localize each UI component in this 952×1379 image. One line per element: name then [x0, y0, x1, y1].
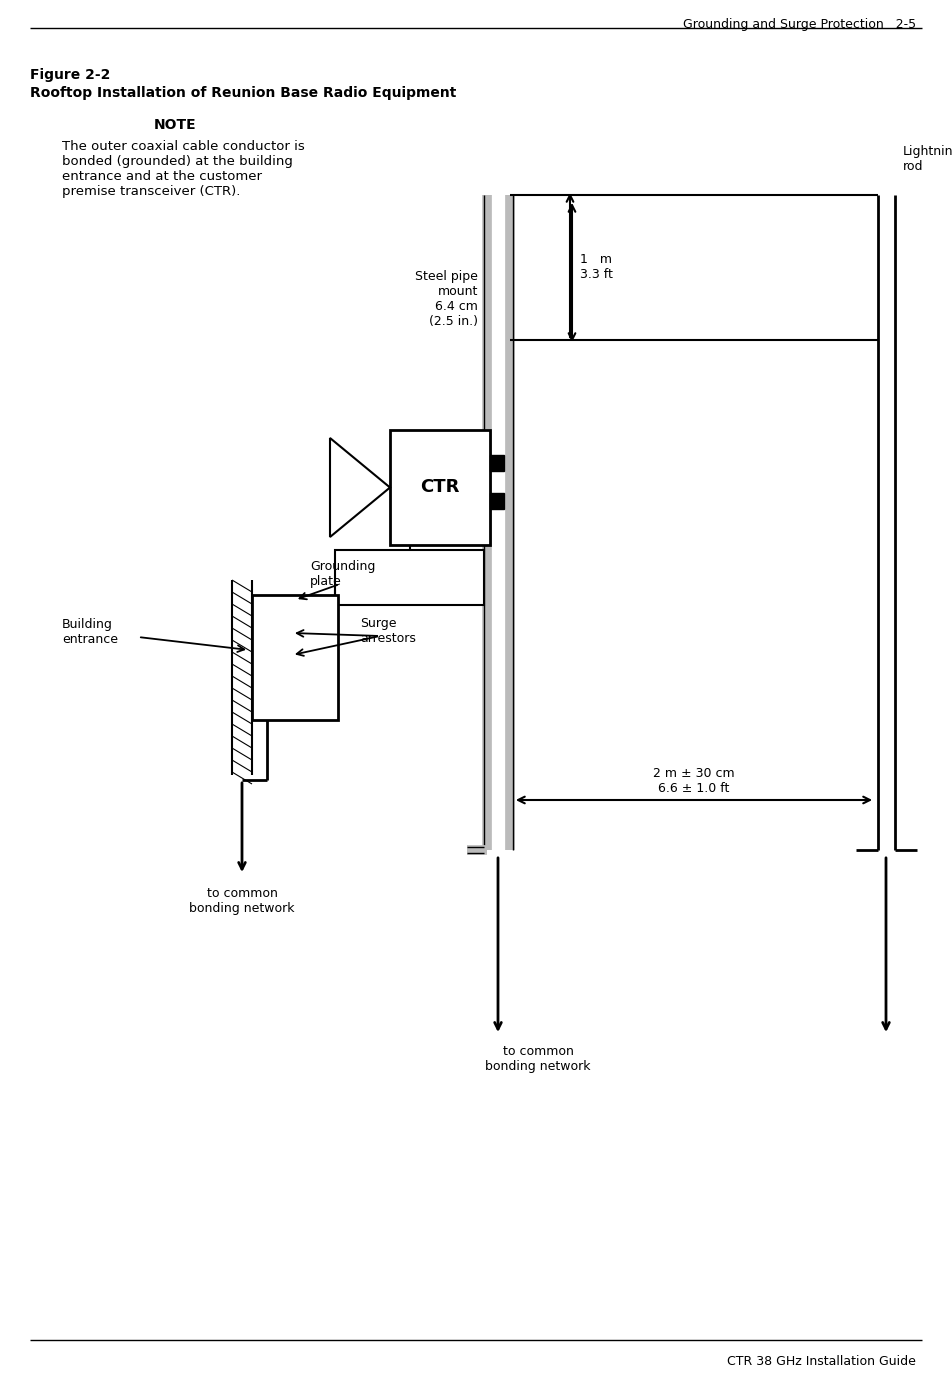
Bar: [490, 455, 504, 472]
Bar: [252, 594, 338, 720]
Text: 2 m ± 30 cm
6.6 ± 1.0 ft: 2 m ± 30 cm 6.6 ± 1.0 ft: [653, 767, 735, 796]
Text: Rooftop Installation of Reunion Base Radio Equipment: Rooftop Installation of Reunion Base Rad…: [30, 85, 456, 101]
Text: Grounding and Surge Protection   2-5: Grounding and Surge Protection 2-5: [683, 18, 916, 30]
Text: to common
bonding network: to common bonding network: [486, 1045, 591, 1073]
Text: 1   m
3.3 ft: 1 m 3.3 ft: [580, 252, 613, 281]
Text: Building
entrance: Building entrance: [62, 618, 118, 645]
Text: Grounding
plate: Grounding plate: [310, 560, 375, 587]
Text: Figure 2-2: Figure 2-2: [30, 68, 110, 81]
Text: CTR: CTR: [421, 479, 460, 496]
Bar: [335, 550, 484, 605]
Bar: [390, 430, 490, 545]
Text: CTR 38 GHz Installation Guide: CTR 38 GHz Installation Guide: [727, 1356, 916, 1368]
Text: Steel pipe
mount
6.4 cm
(2.5 in.): Steel pipe mount 6.4 cm (2.5 in.): [415, 270, 478, 328]
Text: The outer coaxial cable conductor is
bonded (grounded) at the building
entrance : The outer coaxial cable conductor is bon…: [62, 141, 305, 199]
Text: NOTE: NOTE: [153, 119, 196, 132]
Bar: [490, 494, 504, 509]
Text: Lightning
rod: Lightning rod: [903, 145, 952, 172]
Text: Surge
arrestors: Surge arrestors: [360, 616, 416, 645]
Text: to common
bonding network: to common bonding network: [189, 887, 295, 916]
